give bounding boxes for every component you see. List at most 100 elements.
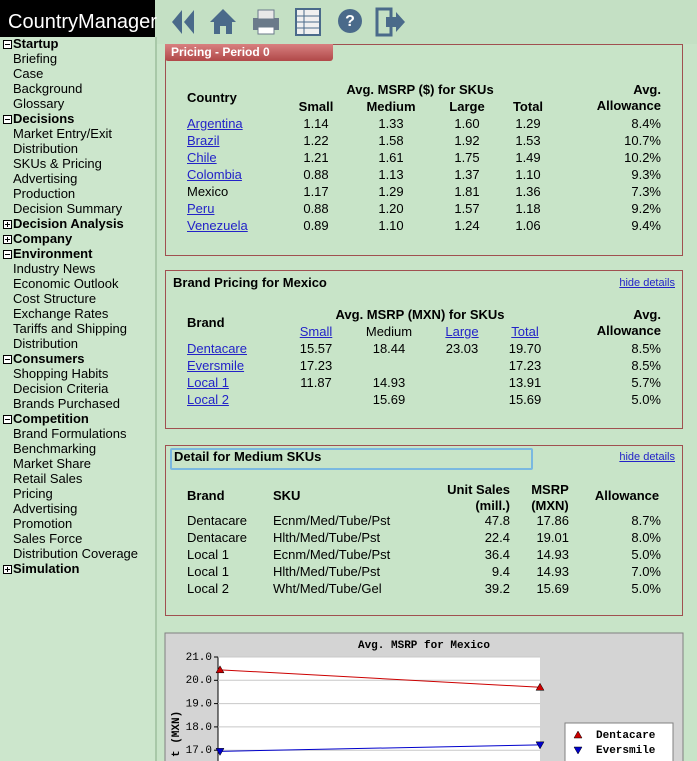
toggle-icon[interactable] — [3, 250, 12, 259]
column-header[interactable]: Small — [299, 324, 333, 339]
country-name[interactable]: Colombia — [187, 167, 242, 182]
nav-item[interactable]: Sales Force — [13, 531, 83, 546]
nav-section[interactable]: Company — [13, 231, 73, 246]
nav-item[interactable]: Benchmarking — [13, 441, 97, 456]
toggle-icon[interactable] — [3, 220, 12, 229]
hide-details-link[interactable]: hide details — [619, 277, 675, 289]
column-header: Large — [449, 99, 485, 114]
table-cell: 17.23 — [508, 358, 542, 373]
nav-item[interactable]: Market Share — [13, 456, 92, 471]
column-header[interactable]: Large — [445, 324, 479, 339]
nav-item[interactable]: Promotion — [13, 516, 73, 531]
nav-item[interactable]: Glossary — [13, 96, 65, 111]
table-cell: 11.87 — [300, 375, 332, 390]
nav-item[interactable]: Briefing — [13, 51, 58, 66]
brand-name[interactable]: Dentacare — [187, 341, 247, 356]
app-title: CountryManager — [0, 0, 157, 44]
country-name[interactable]: Peru — [187, 201, 215, 216]
table-cell: 8.4% — [631, 116, 661, 131]
nav-item[interactable]: Pricing — [13, 486, 53, 501]
nav-section[interactable]: Decision Analysis — [13, 216, 124, 231]
table-cell: Wht/Med/Tube/Gel — [273, 581, 382, 596]
table-cell: 5.0% — [631, 392, 661, 407]
nav-section[interactable]: Decisions — [13, 111, 75, 126]
nav-item[interactable]: Distribution Coverage — [13, 546, 139, 561]
table-cell: 1.29 — [515, 116, 541, 131]
data-point — [535, 741, 545, 750]
legend-box — [564, 722, 674, 761]
table-cell: 1.81 — [454, 184, 480, 199]
nav-item[interactable]: Shopping Habits — [13, 366, 109, 381]
nav-item[interactable]: Decision Summary — [13, 201, 123, 216]
table-cell: 1.21 — [303, 150, 329, 165]
table-cell: 1.10 — [378, 218, 404, 233]
nav-item[interactable]: Tariffs and Shipping — [13, 321, 127, 336]
nav-section[interactable]: Startup — [13, 37, 59, 51]
table-cell: 1.58 — [378, 133, 404, 148]
toggle-icon[interactable] — [3, 565, 12, 574]
table-cell: 15.69 — [536, 581, 569, 596]
nav-section[interactable]: Competition — [13, 411, 89, 426]
brand-name[interactable]: Local 1 — [187, 375, 229, 390]
table-cell: 1.92 — [454, 133, 480, 148]
nav-item[interactable]: Market Entry/Exit — [13, 126, 112, 141]
nav-item[interactable]: Production — [13, 186, 76, 201]
table-cell: 10.2% — [624, 150, 661, 165]
table-cell: Local 2 — [187, 581, 229, 596]
nav-item[interactable]: Decision Criteria — [13, 381, 109, 396]
table-cell: 22.4 — [484, 530, 510, 545]
nav-item[interactable]: Economic Outlook — [13, 276, 119, 291]
nav-item[interactable]: Distribution — [13, 336, 79, 351]
nav-item[interactable]: Background — [13, 81, 83, 96]
toggle-icon[interactable] — [3, 415, 12, 424]
country-name: Mexico — [187, 184, 229, 199]
brand-name[interactable]: Eversmile — [187, 358, 245, 373]
table-cell: 9.4 — [491, 564, 510, 579]
toggle-icon[interactable] — [3, 355, 12, 364]
nav-section[interactable]: Simulation — [13, 561, 80, 576]
chart: 17.0 18.0 19.0 20.0 21.0 Dentacare Eversmile — [186, 652, 656, 757]
nav-section[interactable]: Environment — [13, 246, 93, 261]
table-cell: 1.60 — [454, 116, 480, 131]
nav-item[interactable]: Cost Structure — [13, 291, 97, 306]
nav-item[interactable]: Brand Formulations — [13, 426, 127, 441]
toggle-icon[interactable] — [3, 235, 12, 244]
table-cell: 8.5% — [631, 341, 661, 356]
toggle-icon[interactable] — [3, 115, 12, 124]
nav-item[interactable]: Retail Sales — [13, 471, 83, 486]
table-cell: 15.69 — [372, 392, 406, 407]
column-header: Medium — [366, 99, 416, 114]
toggle-icon[interactable] — [3, 40, 12, 49]
nav-item[interactable]: SKUs & Pricing — [13, 156, 102, 171]
nav-item[interactable]: Distribution — [13, 141, 79, 156]
table-cell: 1.20 — [378, 201, 404, 216]
column-header: MSRP (MXN) — [531, 482, 569, 513]
column-header[interactable]: Total — [511, 324, 539, 339]
column-header: SKU — [273, 488, 301, 503]
table-cell: Local 1 — [187, 564, 229, 579]
nav-item[interactable]: Exchange Rates — [13, 306, 109, 321]
nav-item[interactable]: Case — [13, 66, 44, 81]
nav-item[interactable]: Brands Purchased — [13, 396, 120, 411]
table-cell: 1.24 — [454, 218, 480, 233]
nav-item[interactable]: Advertising — [13, 501, 78, 516]
country-name[interactable]: Chile — [187, 150, 217, 165]
table-cell: Local 1 — [187, 547, 229, 562]
nav-section[interactable]: Consumers — [13, 351, 85, 366]
series-line — [219, 669, 541, 688]
table-cell: 13.91 — [508, 375, 542, 390]
nav-item[interactable]: Advertising — [13, 171, 78, 186]
table-cell: 14.93 — [372, 375, 406, 390]
nav-item[interactable]: Industry News — [13, 261, 96, 276]
country-name[interactable]: Brazil — [187, 133, 220, 148]
focus-outline — [170, 448, 533, 470]
brand-name[interactable]: Local 2 — [187, 392, 229, 407]
data-point — [215, 748, 225, 756]
country-name[interactable]: Argentina — [187, 116, 243, 131]
country-name[interactable]: Venezuela — [187, 218, 248, 233]
table-cell: 7.0% — [631, 564, 661, 579]
hide-details-link[interactable]: hide details — [619, 451, 675, 463]
column-header: Brand — [187, 488, 225, 503]
table-cell: 1.49 — [515, 150, 541, 165]
